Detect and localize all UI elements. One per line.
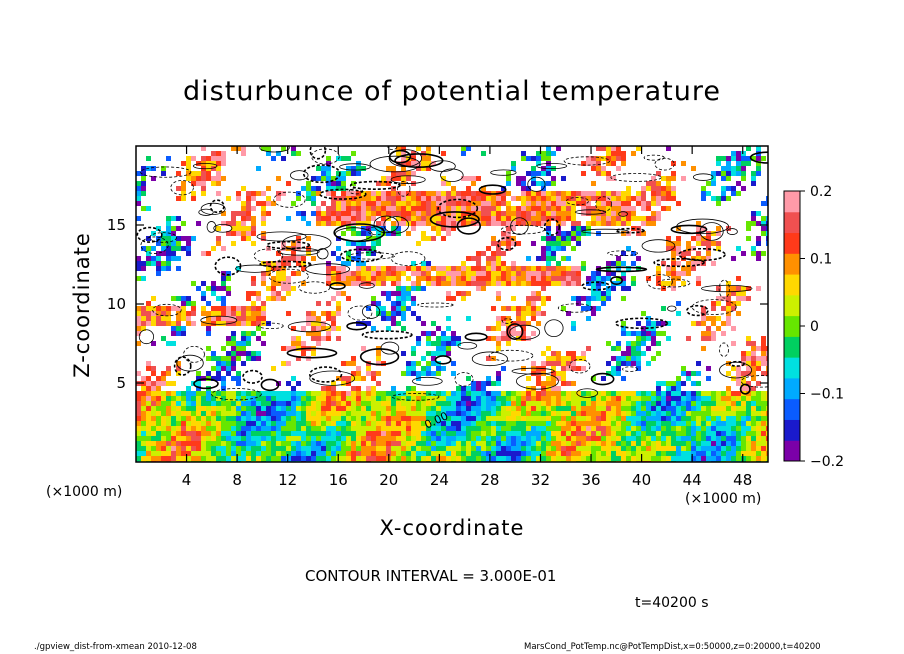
x-unit-label-left: (×1000 m): [46, 484, 123, 500]
colorbar-tick-label: 0.2: [810, 184, 832, 200]
colorbar-segment: [784, 440, 800, 462]
x-tick-label: 12: [278, 471, 297, 489]
chart-title: disturbunce of potential temperature: [183, 76, 721, 107]
y-axis-label: Z-coordinate: [70, 232, 94, 378]
colorbar-segment: [784, 253, 800, 275]
y-tick-label: 10: [107, 295, 126, 313]
colorbar-segment: [784, 419, 800, 441]
temperature-field: 0.00: [136, 146, 768, 462]
x-tick-label: 16: [329, 471, 348, 489]
x-tick-label: 36: [581, 471, 600, 489]
x-tick-label: 40: [632, 471, 651, 489]
contour-interval-text: CONTOUR INTERVAL = 3.000E-01: [305, 567, 557, 585]
y-tick-label: 15: [107, 216, 126, 234]
y-tick-label: 5: [116, 374, 126, 392]
footer-left: ./gpview_dist-from-xmean 2010-12-08: [34, 642, 197, 652]
colorbar-segment: [784, 336, 800, 358]
colorbar-segment: [784, 377, 800, 400]
colorbar-segment: [784, 315, 800, 337]
x-tick-label: 8: [232, 471, 242, 489]
x-axis-label: X-coordinate: [379, 516, 525, 540]
colorbar-segment: [784, 232, 800, 254]
colorbar-tick-label: −0.1: [810, 387, 844, 403]
colorbar-segment: [784, 398, 800, 420]
x-tick-label: 48: [733, 471, 752, 489]
colorbar-segment: [784, 357, 800, 379]
x-tick-label: 44: [683, 471, 702, 489]
colorbar-tick-label: 0.1: [810, 252, 832, 268]
x-tick-label: 4: [182, 471, 192, 489]
x-tick-label: 20: [379, 471, 398, 489]
colorbar-tick-label: −0.2: [810, 454, 844, 470]
x-unit-label-right: (×1000 m): [685, 491, 762, 507]
colorbar-segment: [784, 294, 800, 317]
x-tick-label: 24: [430, 471, 449, 489]
colorbar-segment: [784, 274, 800, 296]
colorbar-segment: [784, 211, 800, 234]
colorbar-tick-label: 0: [810, 319, 819, 335]
x-tick-label: 28: [480, 471, 499, 489]
x-tick-label: 32: [531, 471, 550, 489]
colorbar-segment: [784, 191, 800, 213]
footer-right: MarsCond_PotTemp.nc@PotTempDist,x=0:5000…: [524, 642, 821, 652]
time-label: t=40200 s: [635, 595, 709, 611]
